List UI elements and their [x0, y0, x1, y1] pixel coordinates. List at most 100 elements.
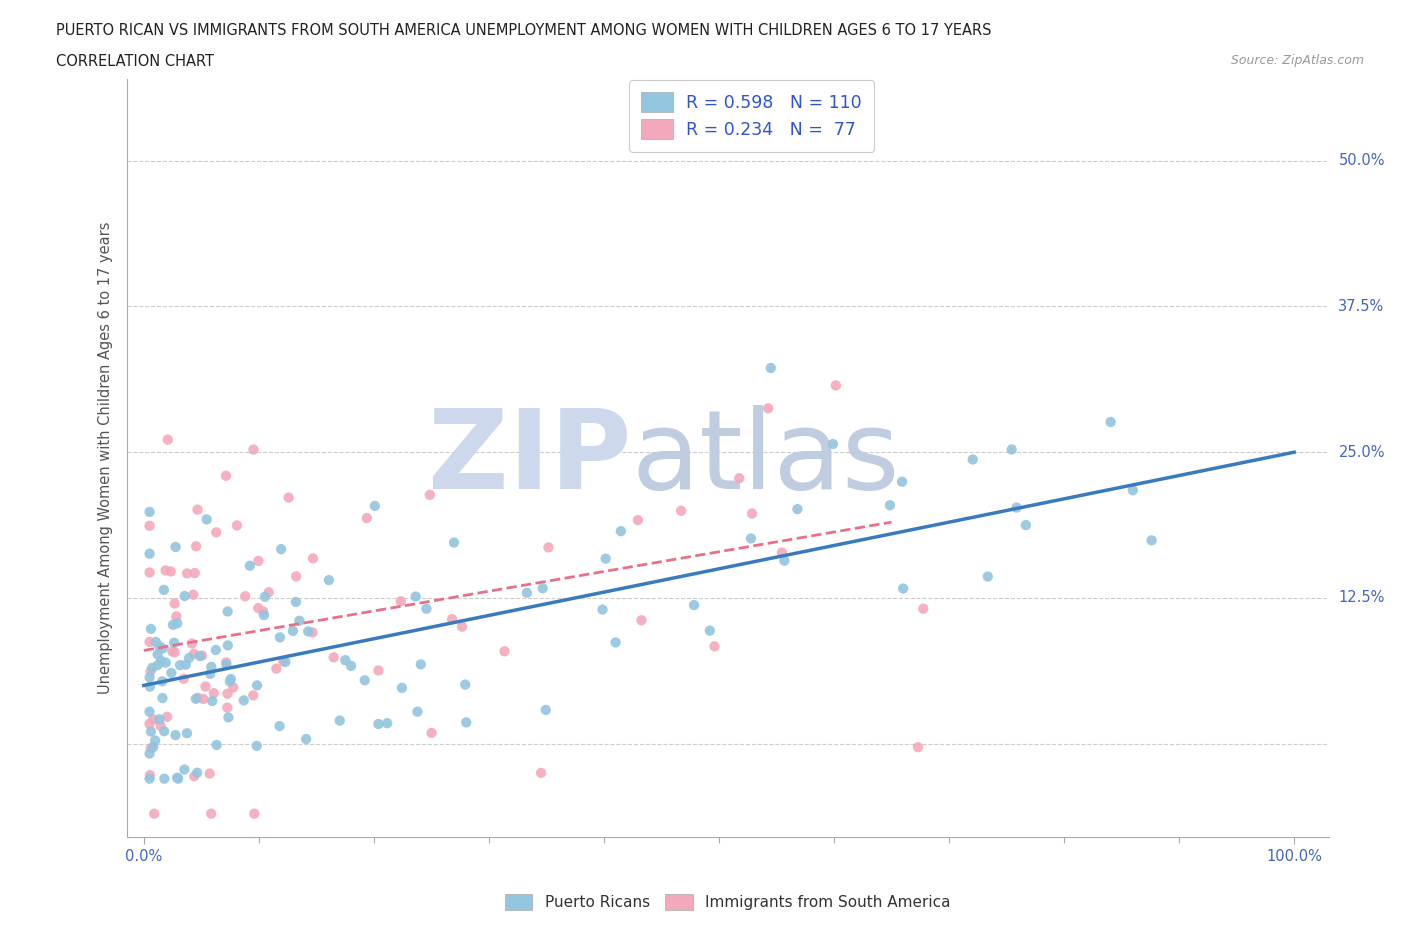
Point [155, 656, 177, 671]
Point [605, 635, 627, 650]
Point [184, 538, 207, 553]
Text: ZIP: ZIP [427, 405, 631, 512]
Point [329, 713, 352, 728]
Point [630, 613, 652, 628]
Point [879, 498, 901, 512]
Point [150, 654, 173, 669]
Point [156, 710, 179, 724]
Point [155, 563, 177, 578]
Point [138, 670, 160, 684]
Point [415, 602, 437, 617]
Point [165, 539, 187, 554]
Point [773, 553, 796, 568]
Text: 50.0%: 50.0% [1339, 153, 1385, 168]
Point [143, 733, 166, 748]
Point [188, 648, 211, 663]
Point [740, 531, 762, 546]
Point [183, 769, 205, 784]
Point [786, 501, 808, 516]
Point [205, 525, 228, 539]
Point [139, 621, 162, 636]
Point [217, 710, 239, 724]
Point [277, 490, 299, 505]
Text: PUERTO RICAN VS IMMIGRANTS FROM SOUTH AMERICA UNEMPLOYMENT AMONG WOMEN WITH CHIL: PUERTO RICAN VS IMMIGRANTS FROM SOUTH AM… [56, 23, 991, 38]
Point [534, 702, 557, 717]
Legend: Puerto Ricans, Immigrants from South America: Puerto Ricans, Immigrants from South Ame… [499, 887, 956, 917]
Point [271, 654, 294, 669]
Point [297, 624, 319, 639]
Point [246, 678, 269, 693]
Point [962, 452, 984, 467]
Point [232, 693, 254, 708]
Point [163, 635, 186, 650]
Point [153, 582, 176, 597]
Point [367, 663, 389, 678]
Point [139, 767, 162, 782]
Point [159, 564, 181, 578]
Point [163, 644, 186, 659]
Point [389, 593, 412, 608]
Point [173, 671, 195, 686]
Point [195, 512, 218, 526]
Point [148, 711, 170, 726]
Point [375, 716, 398, 731]
Point [217, 604, 239, 619]
Point [537, 540, 560, 555]
Point [145, 634, 167, 649]
Point [367, 716, 389, 731]
Text: CORRELATION CHART: CORRELATION CHART [56, 54, 214, 69]
Point [301, 625, 323, 640]
Point [153, 724, 176, 738]
Point [456, 715, 478, 730]
Point [1122, 483, 1144, 498]
Point [242, 442, 264, 457]
Point [891, 474, 914, 489]
Point [364, 498, 387, 513]
Point [610, 524, 633, 538]
Point [247, 553, 270, 568]
Point [335, 653, 357, 668]
Point [516, 585, 538, 600]
Point [186, 765, 208, 780]
Point [146, 647, 169, 662]
Point [217, 638, 239, 653]
Point [683, 598, 706, 613]
Point [699, 623, 721, 638]
Point [160, 665, 183, 680]
Point [243, 806, 266, 821]
Point [977, 569, 1000, 584]
Point [441, 612, 464, 627]
Point [288, 613, 311, 628]
Point [246, 738, 269, 753]
Text: Source: ZipAtlas.com: Source: ZipAtlas.com [1230, 54, 1364, 67]
Point [907, 739, 929, 754]
Point [218, 674, 240, 689]
Point [409, 657, 432, 671]
Point [356, 511, 378, 525]
Point [215, 657, 238, 671]
Point [166, 616, 188, 631]
Point [153, 771, 176, 786]
Point [419, 487, 441, 502]
Point [454, 677, 477, 692]
Point [200, 659, 222, 674]
Point [146, 658, 169, 672]
Point [1005, 500, 1028, 515]
Point [302, 551, 325, 565]
Point [353, 672, 375, 687]
Point [200, 806, 222, 821]
Point [169, 658, 191, 672]
Point [530, 765, 553, 780]
Point [184, 565, 207, 580]
Point [770, 545, 793, 560]
Point [194, 679, 217, 694]
Text: 37.5%: 37.5% [1339, 299, 1385, 314]
Point [193, 692, 215, 707]
Point [270, 541, 292, 556]
Point [703, 639, 725, 654]
Point [420, 725, 443, 740]
Point [152, 691, 174, 706]
Point [269, 630, 291, 644]
Point [266, 661, 288, 676]
Point [200, 667, 222, 682]
